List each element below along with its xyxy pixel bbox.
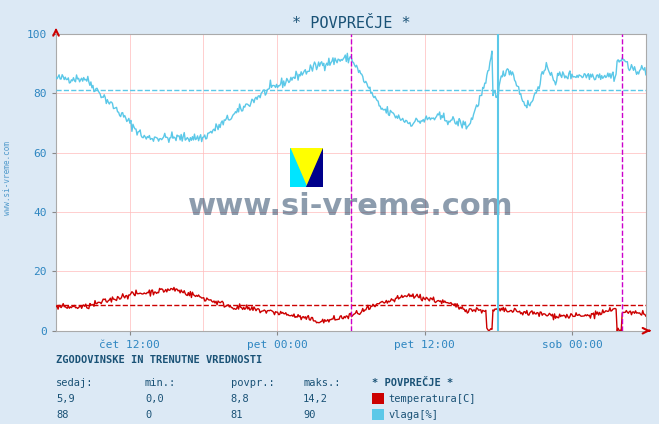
Text: 81: 81 bbox=[231, 410, 243, 420]
Text: povpr.:: povpr.: bbox=[231, 378, 274, 388]
Text: sedaj:: sedaj: bbox=[56, 378, 94, 388]
Text: 0: 0 bbox=[145, 410, 151, 420]
Text: temperatura[C]: temperatura[C] bbox=[389, 394, 476, 404]
Polygon shape bbox=[290, 148, 306, 187]
Polygon shape bbox=[290, 148, 323, 187]
Text: 14,2: 14,2 bbox=[303, 394, 328, 404]
Text: vlaga[%]: vlaga[%] bbox=[389, 410, 439, 420]
Text: www.si-vreme.com: www.si-vreme.com bbox=[188, 192, 513, 220]
Title: * POVPREČJE *: * POVPREČJE * bbox=[291, 17, 411, 31]
Text: 0,0: 0,0 bbox=[145, 394, 163, 404]
Text: maks.:: maks.: bbox=[303, 378, 341, 388]
Text: 8,8: 8,8 bbox=[231, 394, 249, 404]
Text: ZGODOVINSKE IN TRENUTNE VREDNOSTI: ZGODOVINSKE IN TRENUTNE VREDNOSTI bbox=[56, 354, 262, 365]
Text: 5,9: 5,9 bbox=[56, 394, 74, 404]
Text: * POVPREČJE *: * POVPREČJE * bbox=[372, 378, 453, 388]
Text: www.si-vreme.com: www.si-vreme.com bbox=[3, 141, 13, 215]
Text: min.:: min.: bbox=[145, 378, 176, 388]
Polygon shape bbox=[306, 148, 323, 187]
Text: 88: 88 bbox=[56, 410, 69, 420]
Text: 90: 90 bbox=[303, 410, 316, 420]
